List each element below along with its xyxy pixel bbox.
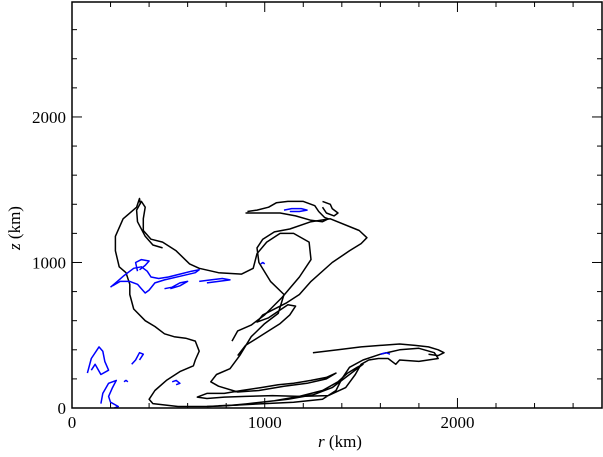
x-tick-label: 2000 <box>440 413 474 432</box>
contour-line-9 <box>199 277 231 284</box>
contour-line-4 <box>206 363 364 408</box>
contour-line-12 <box>100 379 120 409</box>
contour-line-11 <box>86 346 110 376</box>
contour-line-16 <box>260 261 266 265</box>
y-tick-label: 1000 <box>32 253 66 272</box>
contour-line-10 <box>283 207 308 213</box>
contour-line-7 <box>134 258 150 272</box>
plot-frame <box>71 1 603 409</box>
x-axis-unit: (km) <box>325 432 362 451</box>
x-tick-label: 0 <box>68 413 77 432</box>
x-axis-label: r (km) <box>318 432 362 451</box>
contour-line-8 <box>164 280 189 290</box>
contour-line-13 <box>131 351 145 365</box>
y-axis-unit: (km) <box>5 206 24 243</box>
contour-line-2 <box>245 200 330 223</box>
contour-line-5 <box>312 343 445 357</box>
contour-line-17 <box>123 379 129 383</box>
contour-line-6 <box>110 266 200 294</box>
y-tick-label: 0 <box>58 399 67 418</box>
contour-line-0 <box>114 197 439 408</box>
y-axis-label: z (km) <box>5 206 24 251</box>
contour-line-3 <box>321 200 339 217</box>
contour-line-15 <box>380 351 391 355</box>
x-tick-label: 1000 <box>248 413 282 432</box>
y-tick-label: 2000 <box>32 108 66 127</box>
contour-line-14 <box>171 379 181 386</box>
contour-line-1 <box>135 200 312 342</box>
x-axis-variable: r <box>318 432 325 451</box>
plot-area <box>86 197 445 409</box>
tick-labels: 0 1000 2000 0 1000 2000 <box>32 108 474 432</box>
axis-ticks <box>71 2 602 409</box>
y-axis-variable: z <box>5 243 24 251</box>
